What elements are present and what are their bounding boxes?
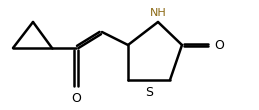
Text: O: O [214, 38, 224, 51]
Text: O: O [71, 92, 81, 105]
Text: S: S [145, 86, 153, 99]
Text: NH: NH [150, 8, 166, 18]
